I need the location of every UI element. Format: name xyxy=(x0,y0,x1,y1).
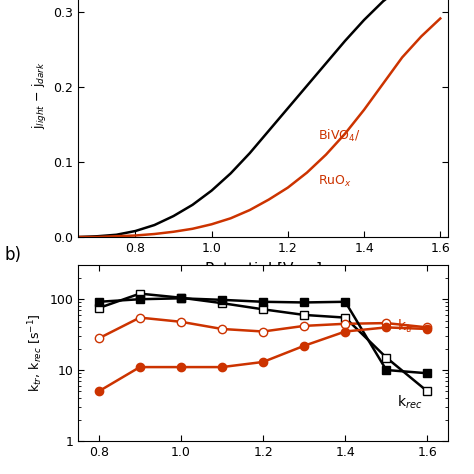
Text: b): b) xyxy=(5,246,22,264)
X-axis label: Potential [V$_{RHE}$]: Potential [V$_{RHE}$] xyxy=(204,260,322,279)
Text: RuO$_x$: RuO$_x$ xyxy=(319,173,352,189)
Text: BiVO$_4$/: BiVO$_4$/ xyxy=(319,128,361,144)
Y-axis label: j$_{light}$ − j$_{dark}$: j$_{light}$ − j$_{dark}$ xyxy=(31,61,49,128)
Text: k$_{tr}$: k$_{tr}$ xyxy=(397,317,415,335)
Text: k$_{rec}$: k$_{rec}$ xyxy=(397,393,422,411)
Y-axis label: k$_{tr}$, k$_{rec}$ [s$^{-1}$]: k$_{tr}$, k$_{rec}$ [s$^{-1}$] xyxy=(27,314,46,392)
Text: BiVO$_4$: BiVO$_4$ xyxy=(356,0,394,1)
